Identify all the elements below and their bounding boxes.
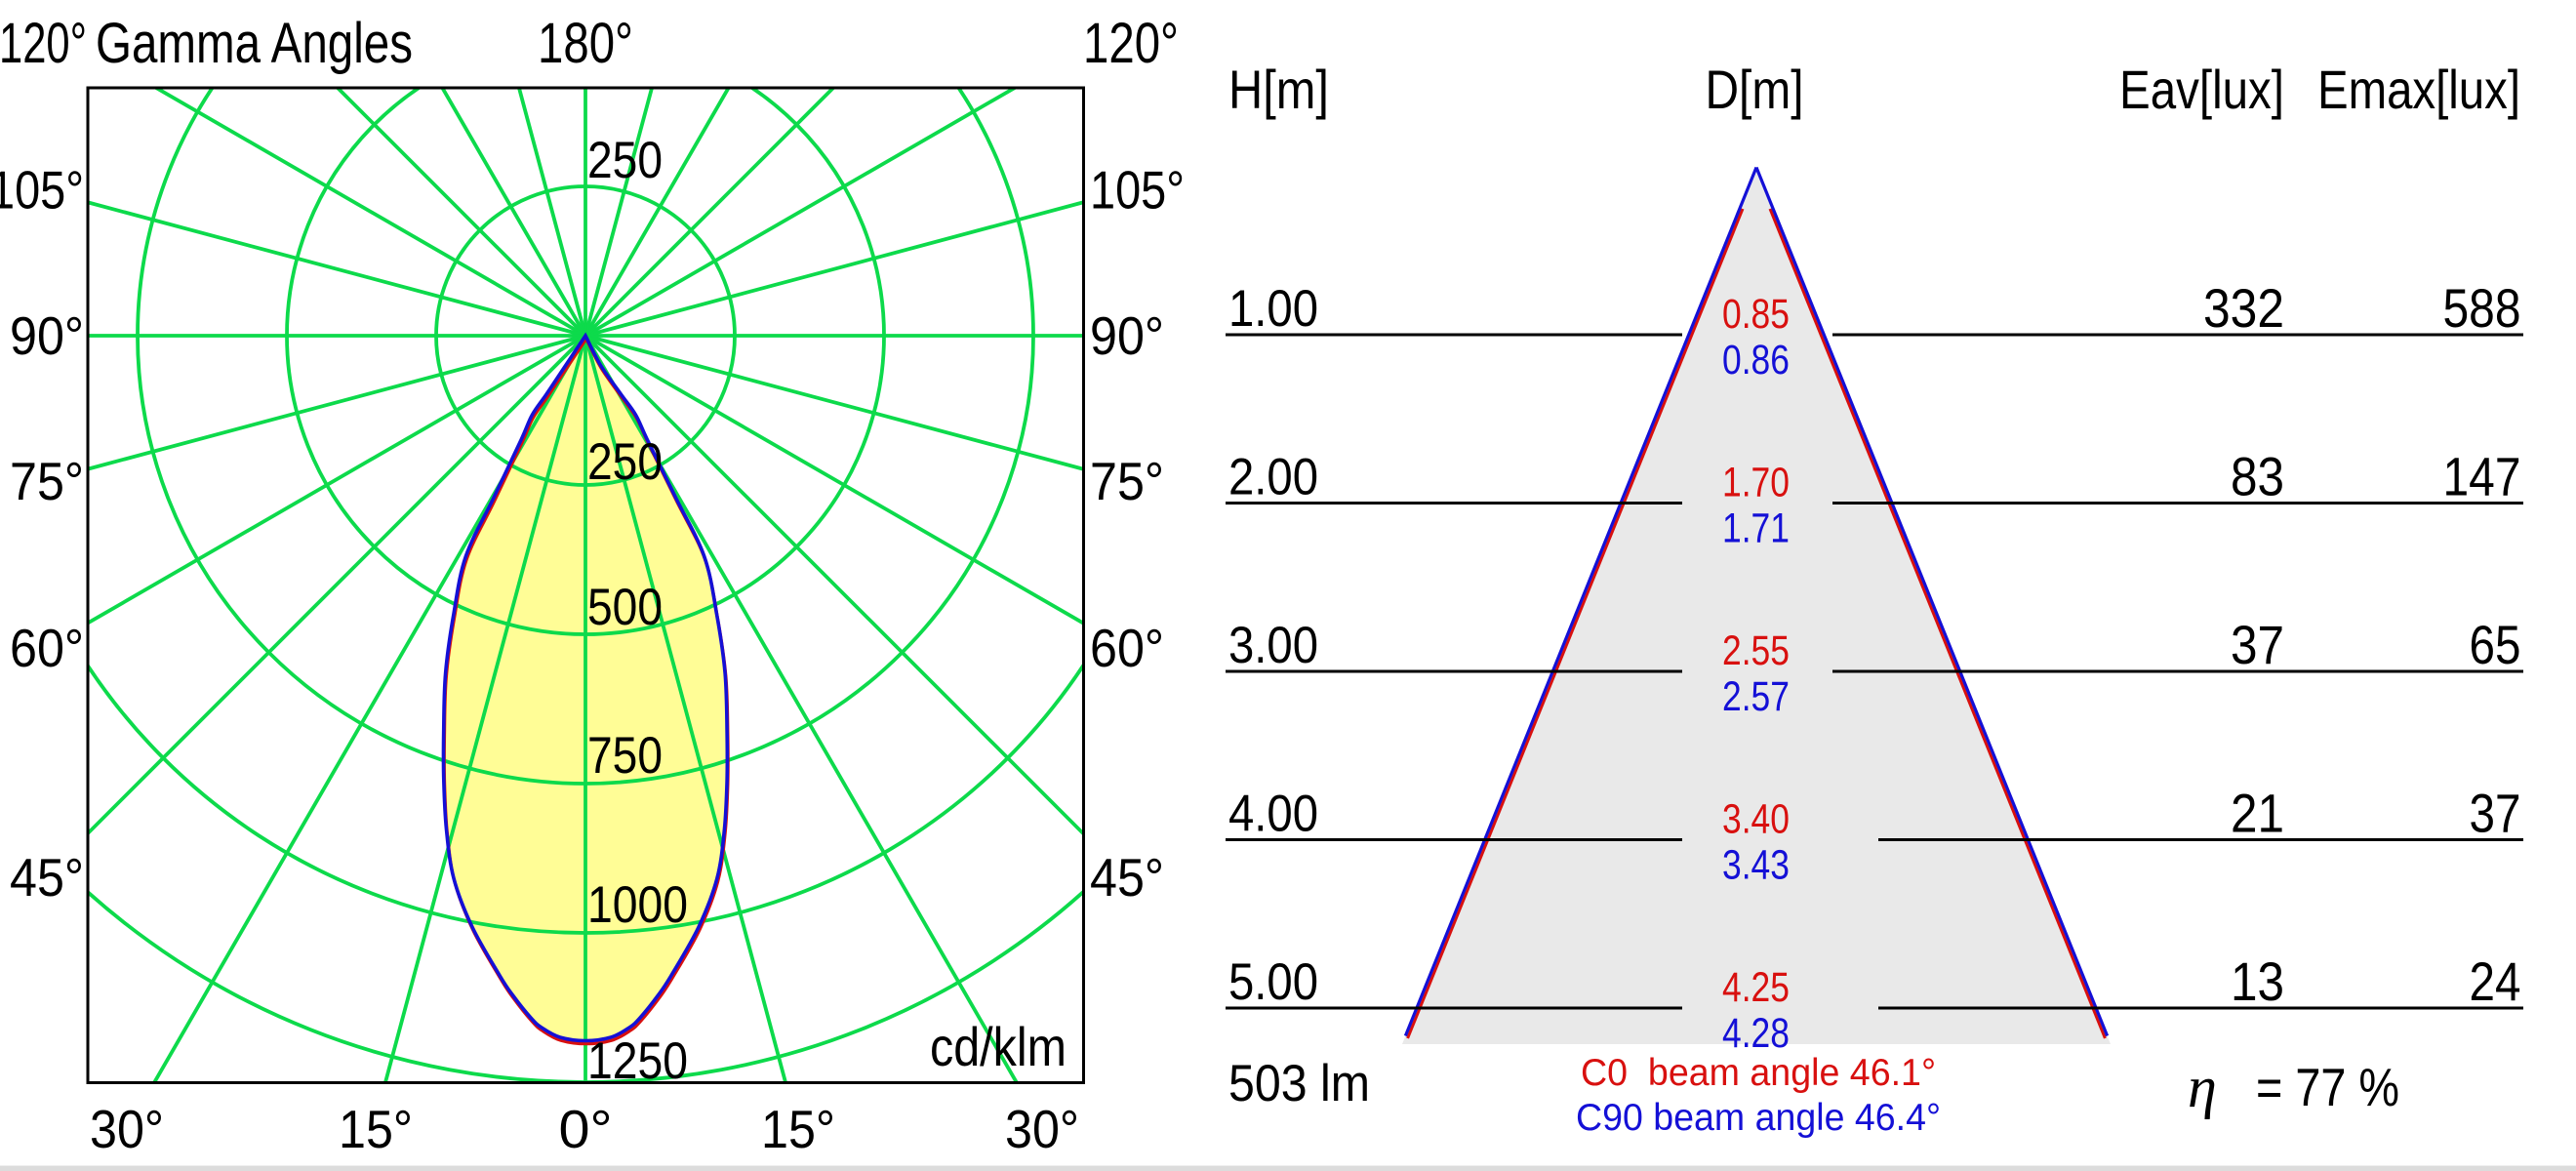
svg-text:η: η <box>2188 1055 2217 1119</box>
svg-text:75°: 75° <box>10 451 84 511</box>
svg-text:C90 beam angle 46.4°: C90 beam angle 46.4° <box>1576 1097 1941 1139</box>
svg-text:4.25: 4.25 <box>1722 964 1790 1011</box>
svg-text:2.55: 2.55 <box>1722 627 1790 674</box>
svg-text:30°: 30° <box>1005 1099 1079 1159</box>
svg-text:0°: 0° <box>559 1099 613 1159</box>
svg-text:105°: 105° <box>1090 160 1185 221</box>
svg-text:120°: 120° <box>1083 12 1179 75</box>
svg-text:C0 beam angle 46.1°: C0 beam angle 46.1° <box>1581 1052 1936 1094</box>
svg-text:D[m]: D[m] <box>1706 59 1804 120</box>
svg-text:3.00: 3.00 <box>1228 617 1318 674</box>
svg-text:60°: 60° <box>1090 618 1164 678</box>
svg-text:24: 24 <box>2470 950 2521 1012</box>
svg-text:588: 588 <box>2443 277 2521 339</box>
svg-text:147: 147 <box>2443 446 2521 507</box>
svg-text:13: 13 <box>2231 950 2284 1012</box>
svg-text:45°: 45° <box>1090 847 1164 908</box>
svg-text:65: 65 <box>2470 614 2521 675</box>
svg-text:250: 250 <box>587 433 663 491</box>
svg-text:Gamma Angles: Gamma Angles <box>96 12 413 75</box>
svg-text:2.57: 2.57 <box>1722 673 1790 720</box>
svg-text:0.86: 0.86 <box>1722 337 1790 384</box>
svg-text:90°: 90° <box>1090 305 1164 366</box>
svg-text:1.71: 1.71 <box>1722 505 1790 552</box>
svg-text:180°: 180° <box>538 12 633 75</box>
svg-text:4.28: 4.28 <box>1722 1010 1790 1057</box>
svg-text:1.70: 1.70 <box>1722 460 1790 506</box>
svg-text:0.85: 0.85 <box>1722 291 1790 338</box>
svg-text:750: 750 <box>587 727 663 785</box>
svg-text:H[m]: H[m] <box>1228 59 1329 120</box>
svg-text:3.40: 3.40 <box>1722 796 1790 843</box>
svg-text:4.00: 4.00 <box>1228 786 1318 843</box>
svg-text:90°: 90° <box>10 305 84 366</box>
svg-text:15°: 15° <box>339 1099 413 1159</box>
svg-text:83: 83 <box>2231 446 2284 507</box>
svg-text:cd/klm: cd/klm <box>930 1016 1067 1077</box>
svg-text:2.00: 2.00 <box>1228 449 1318 506</box>
svg-text:3.43: 3.43 <box>1722 842 1790 889</box>
svg-text:Eav[lux]: Eav[lux] <box>2119 59 2284 120</box>
svg-text:30°: 30° <box>90 1099 164 1159</box>
svg-text:1250: 1250 <box>587 1032 688 1090</box>
svg-text:60°: 60° <box>10 618 84 678</box>
svg-text:75°: 75° <box>1090 451 1164 511</box>
svg-text:1000: 1000 <box>587 876 688 934</box>
svg-text:120°: 120° <box>0 12 87 75</box>
svg-text:500: 500 <box>587 579 663 636</box>
svg-text:= 77 %: = 77 % <box>2256 1057 2399 1117</box>
svg-text:Emax[lux]: Emax[lux] <box>2317 59 2520 120</box>
svg-text:15°: 15° <box>761 1099 835 1159</box>
svg-text:332: 332 <box>2203 277 2284 339</box>
svg-text:503 lm: 503 lm <box>1228 1055 1370 1112</box>
svg-text:37: 37 <box>2231 614 2284 675</box>
svg-text:45°: 45° <box>10 847 84 908</box>
svg-text:37: 37 <box>2470 783 2521 844</box>
svg-text:105°: 105° <box>0 160 84 221</box>
svg-text:21: 21 <box>2231 783 2284 844</box>
svg-text:5.00: 5.00 <box>1228 953 1318 1011</box>
svg-text:1.00: 1.00 <box>1228 280 1318 338</box>
svg-text:250: 250 <box>587 132 663 189</box>
